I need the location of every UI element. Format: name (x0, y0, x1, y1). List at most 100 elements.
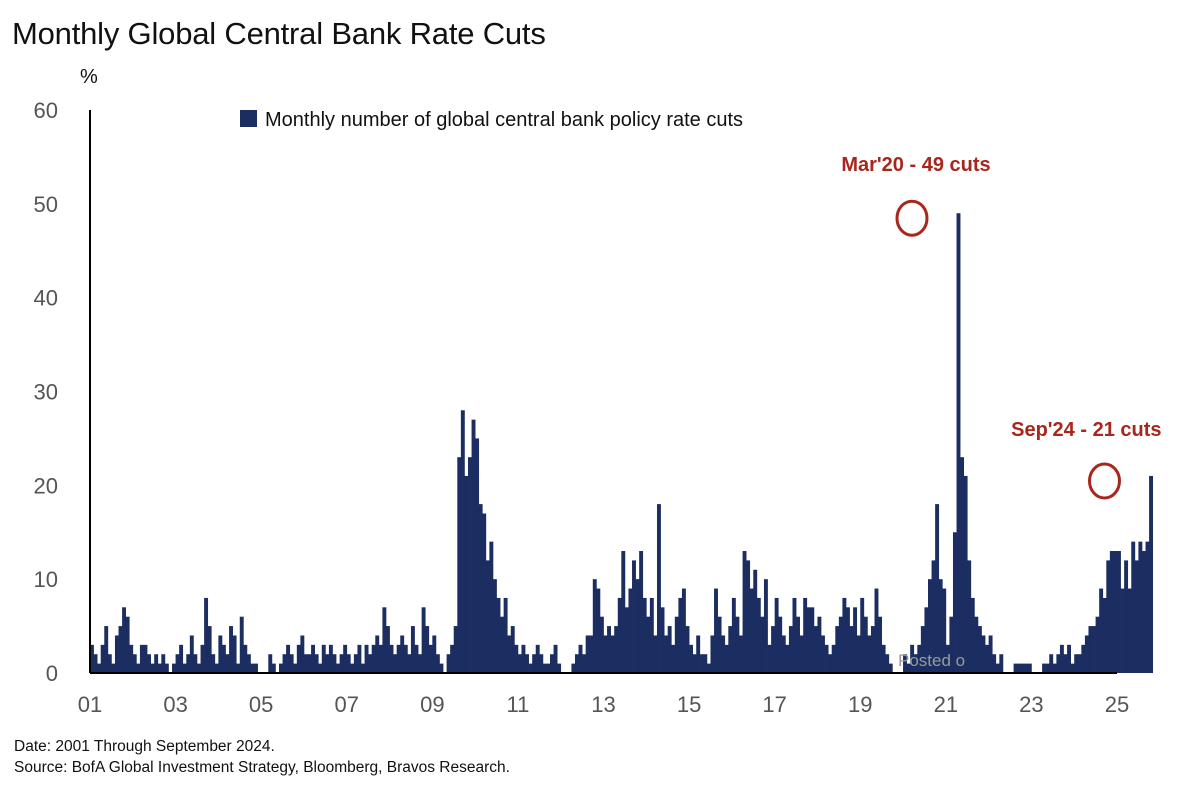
bar (845, 607, 850, 673)
x-tick-label: 13 (591, 692, 615, 717)
bar (960, 457, 965, 673)
x-tick-label: 09 (420, 692, 444, 717)
bar (496, 597, 501, 673)
bar (1113, 551, 1118, 673)
bar (945, 644, 950, 673)
bar (293, 663, 298, 673)
bar (414, 644, 419, 673)
bar (482, 513, 487, 673)
bar (714, 588, 718, 673)
bar (589, 635, 594, 673)
bar (860, 597, 865, 673)
bar (660, 607, 665, 673)
bar (389, 644, 394, 673)
bar (767, 644, 772, 673)
bar (1070, 663, 1075, 673)
bar (450, 644, 455, 673)
bar (521, 644, 526, 673)
bar (1099, 588, 1104, 673)
y-axis-ticks: 0 10 20 30 40 50 60 (34, 98, 58, 686)
bar (403, 644, 408, 673)
legend-label: Monthly number of global central bank po… (265, 109, 743, 131)
bar (154, 654, 159, 673)
bar (239, 616, 244, 673)
bar (207, 626, 212, 673)
legend-swatch (240, 110, 257, 127)
bar (699, 654, 704, 673)
bar (189, 635, 194, 673)
bar (1141, 551, 1146, 673)
bar (689, 644, 693, 673)
bar (1067, 644, 1071, 673)
bar (721, 635, 726, 673)
bar (517, 654, 522, 673)
bar (703, 654, 708, 673)
bar (507, 635, 512, 673)
bar (599, 616, 604, 673)
bar (125, 616, 130, 673)
bar (432, 635, 437, 673)
bar (1074, 654, 1079, 673)
bar (571, 663, 576, 673)
bar (692, 654, 697, 673)
bar (532, 654, 537, 673)
y-tick-label: 40 (34, 286, 58, 311)
bar (471, 419, 476, 673)
bar (132, 654, 137, 673)
bar (1134, 560, 1139, 673)
bar (286, 644, 291, 673)
bar (428, 644, 433, 673)
bar (546, 663, 551, 673)
bar (336, 663, 340, 673)
bar (378, 644, 383, 673)
bar (853, 607, 858, 673)
bar (1027, 663, 1032, 673)
bar (475, 438, 480, 673)
bar (435, 654, 440, 673)
bar (393, 654, 398, 673)
bar (1052, 663, 1057, 673)
bar (343, 644, 348, 673)
bar (724, 644, 729, 673)
bar (806, 607, 811, 673)
bar (1145, 541, 1150, 673)
bar (1020, 663, 1025, 673)
bar (136, 663, 141, 673)
bar (749, 588, 754, 673)
y-tick-label: 50 (34, 192, 58, 217)
bar (649, 597, 654, 673)
bar (1084, 635, 1089, 673)
bar (781, 635, 786, 673)
bar (624, 607, 629, 673)
bar-series (90, 213, 1154, 673)
bar (1049, 654, 1054, 673)
bar (325, 654, 330, 673)
bar (346, 654, 351, 673)
bar (778, 616, 783, 673)
bar (1131, 541, 1136, 673)
bar (574, 654, 579, 673)
bar (129, 644, 134, 673)
x-tick-label: 23 (1019, 692, 1043, 717)
bar (788, 626, 793, 673)
bar (596, 588, 601, 673)
x-tick-label: 05 (249, 692, 273, 717)
bar (143, 644, 148, 673)
bar (685, 626, 690, 673)
bar (453, 626, 458, 673)
chart-title: Monthly Global Central Bank Rate Cuts (12, 16, 546, 51)
bar (1120, 588, 1125, 673)
bar (104, 626, 109, 673)
bar (614, 626, 619, 673)
bar (328, 644, 333, 673)
bar (678, 597, 683, 673)
bar (592, 579, 597, 673)
bar (368, 654, 373, 673)
bar (357, 644, 362, 673)
bar (421, 607, 426, 673)
bar (796, 616, 800, 673)
bar (785, 644, 790, 673)
bar (464, 475, 469, 673)
bar (211, 654, 216, 673)
bar (542, 663, 547, 673)
